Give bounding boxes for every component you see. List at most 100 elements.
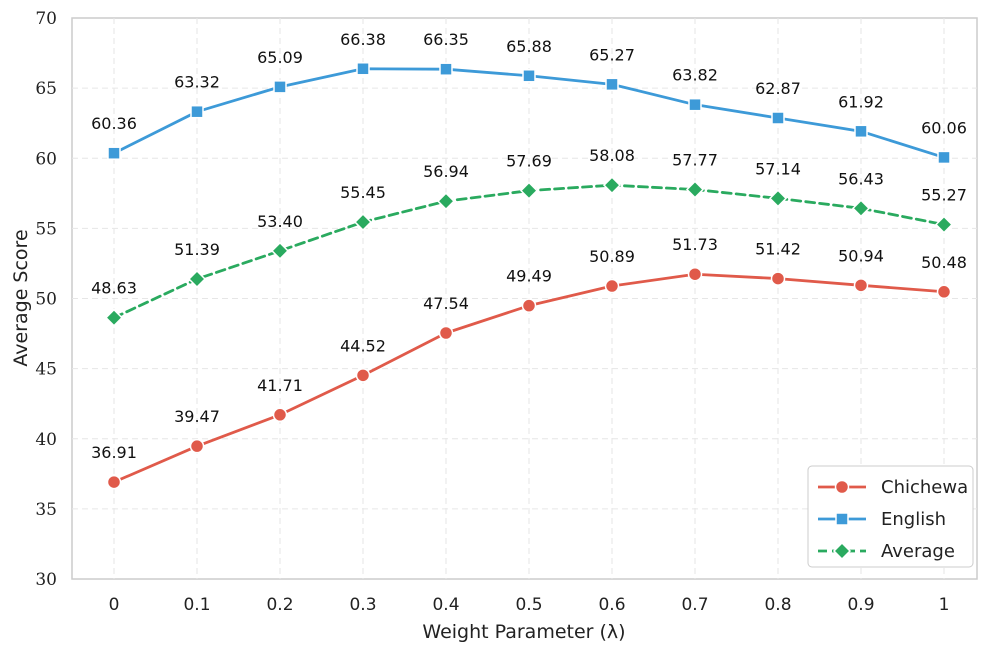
data-point-english <box>854 124 868 139</box>
x-axis-title: Weight Parameter (λ) <box>422 621 625 643</box>
x-axis-ticks: 0 0.1 0.2 0.3 0.4 0.5 0.6 0.7 0.8 0.9 1 <box>109 595 950 615</box>
data-label-chichewa: 50.48 <box>921 253 967 272</box>
data-point-chichewa <box>355 368 371 383</box>
series-group <box>104 62 954 490</box>
x-tick-label: 0.4 <box>432 595 459 615</box>
data-label-english: 63.32 <box>174 73 220 92</box>
data-label-english: 65.88 <box>506 37 552 56</box>
data-point-english <box>356 62 370 76</box>
data-point-average <box>270 241 290 260</box>
data-label-english: 66.38 <box>340 30 386 49</box>
data-point-average <box>851 199 871 218</box>
y-axis-title: Average Score <box>10 229 32 366</box>
y-tick-label: 35 <box>35 500 57 520</box>
data-point-chichewa <box>438 325 454 341</box>
legend-box <box>807 465 974 568</box>
data-point-average <box>685 180 705 199</box>
data-label-chichewa: 50.89 <box>589 247 635 266</box>
data-label-chichewa: 47.54 <box>423 294 469 313</box>
y-tick-label: 50 <box>35 290 57 310</box>
y-tick-label: 45 <box>35 360 57 380</box>
x-tick-label: 0.9 <box>847 595 874 615</box>
y-tick-label: 40 <box>35 430 57 450</box>
legend-marker-average <box>832 541 852 561</box>
legend-label-average: Average <box>881 541 955 562</box>
y-tick-label: 55 <box>35 219 57 239</box>
data-label-chichewa: 50.94 <box>838 246 884 265</box>
data-point-chichewa <box>106 474 122 490</box>
data-label-english: 60.06 <box>921 118 967 137</box>
y-axis-ticks: 30 35 40 45 50 55 60 65 70 <box>35 9 57 590</box>
data-labels: 36.91 39.47 41.71 44.52 47.54 49.49 50.89 51.73… <box>91 30 967 462</box>
data-label-average: 55.27 <box>921 186 967 205</box>
data-label-chichewa: 51.42 <box>755 240 801 259</box>
legend-label-chichewa: Chichewa <box>881 477 968 498</box>
data-point-english <box>439 62 453 76</box>
data-point-average <box>187 269 207 289</box>
legend-label-english: English <box>881 509 946 530</box>
y-tick-label: 30 <box>35 570 57 590</box>
data-point-average <box>519 181 539 200</box>
data-label-average: 57.69 <box>506 152 552 171</box>
data-point-english <box>937 150 951 165</box>
x-tick-label: 0.7 <box>681 595 708 615</box>
data-point-english <box>190 104 204 119</box>
data-label-english: 63.82 <box>672 66 718 85</box>
x-tick-label: 0.3 <box>349 595 376 615</box>
data-point-english <box>273 80 287 94</box>
data-point-chichewa <box>521 298 537 313</box>
data-point-english <box>688 97 702 112</box>
data-label-average: 56.94 <box>423 162 469 181</box>
data-point-chichewa <box>770 271 786 286</box>
data-label-average: 51.39 <box>174 240 220 259</box>
data-label-chichewa: 49.49 <box>506 267 552 286</box>
data-point-average <box>602 176 622 195</box>
data-label-chichewa: 39.47 <box>174 407 220 426</box>
legend-marker-chichewa <box>834 479 850 495</box>
data-point-english <box>107 146 121 160</box>
y-tick-label: 65 <box>35 79 57 99</box>
data-label-chichewa: 44.52 <box>340 336 386 355</box>
data-label-average: 48.63 <box>91 279 137 298</box>
data-label-average: 57.14 <box>755 159 801 178</box>
data-label-chichewa: 41.71 <box>257 376 303 395</box>
data-label-average: 58.08 <box>589 146 635 165</box>
data-point-chichewa <box>687 266 703 282</box>
data-point-chichewa <box>604 278 620 294</box>
data-point-chichewa <box>853 278 869 293</box>
data-point-chichewa <box>189 438 205 454</box>
x-tick-label: 0.8 <box>764 595 791 615</box>
data-point-average <box>934 215 954 234</box>
data-point-chichewa <box>936 284 952 300</box>
data-label-average: 55.45 <box>340 183 386 202</box>
data-point-average <box>104 308 124 327</box>
legend-marker-english <box>835 512 849 526</box>
x-tick-label: 0.2 <box>266 595 293 615</box>
x-tick-label: 0.1 <box>183 595 210 615</box>
x-tick-label: 0.6 <box>598 595 625 615</box>
legend: Chichewa English Average <box>807 465 974 568</box>
data-label-english: 60.36 <box>91 114 137 133</box>
data-label-english: 61.92 <box>838 92 884 111</box>
data-point-english <box>771 111 785 125</box>
y-tick-label: 60 <box>35 149 57 169</box>
data-point-average <box>353 213 373 232</box>
x-tick-label: 0.5 <box>515 595 542 615</box>
data-label-english: 65.27 <box>589 45 635 64</box>
x-tick-label: 0 <box>109 595 120 615</box>
data-point-average <box>436 192 456 211</box>
data-label-chichewa: 36.91 <box>91 443 137 462</box>
data-label-average: 57.77 <box>672 151 718 170</box>
data-point-english <box>605 77 619 92</box>
data-label-average: 53.40 <box>257 212 303 231</box>
data-label-chichewa: 51.73 <box>672 235 718 254</box>
data-label-english: 66.35 <box>423 30 469 49</box>
data-label-english: 65.09 <box>257 48 303 67</box>
x-tick-label: 1 <box>939 595 950 615</box>
data-point-english <box>522 69 536 83</box>
y-tick-label: 70 <box>35 9 57 29</box>
data-label-average: 56.43 <box>838 169 884 188</box>
data-point-chichewa <box>272 407 288 423</box>
data-label-english: 62.87 <box>755 79 801 98</box>
